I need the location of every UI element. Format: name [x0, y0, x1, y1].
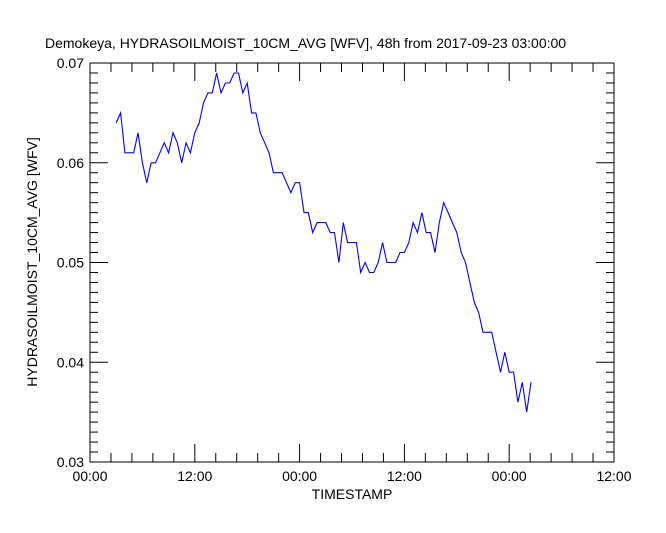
x-tick-label: 00:00 — [72, 468, 107, 484]
x-tick-label: 00:00 — [492, 468, 527, 484]
series-line — [115, 72, 532, 413]
x-tick-label: 12:00 — [596, 468, 631, 484]
y-tick-label: 0.04 — [57, 354, 84, 370]
x-tick-labels: 00:00 12:00 00:00 12:00 00:00 12:00 — [72, 468, 631, 484]
y-tick-label: 0.03 — [57, 454, 84, 470]
y-tick-label: 0.07 — [57, 55, 84, 71]
plot-frame — [89, 62, 615, 463]
y-tick-labels: 0.03 0.04 0.05 0.06 0.07 — [57, 55, 84, 470]
y-tick-label: 0.05 — [57, 255, 84, 271]
x-tick-label: 12:00 — [177, 468, 212, 484]
x-axis-label: TIMESTAMP — [312, 486, 393, 502]
y-axis-label: HYDRASOILMOIST_10CM_AVG [WFV] — [24, 137, 40, 386]
y-tick-label: 0.06 — [57, 155, 84, 171]
chart-title: Demokeya, HYDRASOILMOIST_10CM_AVG [WFV],… — [45, 35, 566, 51]
x-tick-label: 12:00 — [387, 468, 422, 484]
x-tick-label: 00:00 — [282, 468, 317, 484]
axis-ticks — [89, 62, 615, 463]
